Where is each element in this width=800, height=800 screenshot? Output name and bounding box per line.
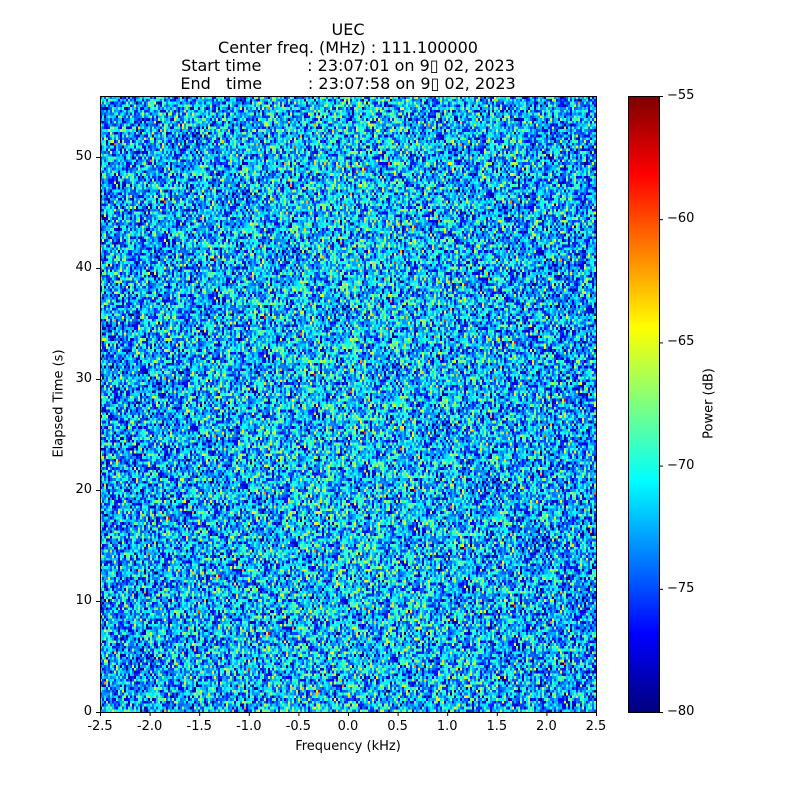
y-tick-label: 30: [75, 371, 92, 387]
x-tick-label: 0.0: [337, 719, 359, 734]
colorbar-border: [628, 96, 660, 713]
y-tick-label: 50: [75, 149, 92, 165]
x-tick-label: -1.0: [236, 719, 262, 734]
y-axis-label: Elapsed Time (s): [51, 349, 67, 458]
colorbar-gradient: [628, 96, 659, 712]
colorbar-tick-label: −70: [667, 457, 695, 473]
y-tick-label: 10: [75, 593, 92, 608]
title-line-2: Center freq. (MHz) : 111.100000: [218, 38, 478, 57]
colorbar-tick-label: −80: [667, 704, 695, 719]
colorbar-tick-label: −75: [667, 580, 695, 596]
y-tick-label: 20: [75, 482, 92, 498]
colorbar-tick-label: −65: [667, 334, 695, 350]
x-tick-label: 1.0: [436, 719, 458, 734]
x-tick-label: -0.5: [285, 719, 312, 734]
x-axis-label: Frequency (kHz): [295, 739, 401, 754]
colorbar-tick-label: −60: [667, 211, 695, 227]
y-tick-label: 0: [83, 704, 92, 719]
title-line-3: Start time : 23:07:01 on 9▯ 02, 2023: [181, 56, 515, 75]
spectrogram-heatmap: [100, 96, 596, 712]
x-tick-label: 0.5: [387, 719, 408, 734]
x-tick-label: 2.0: [536, 719, 557, 734]
y-tick-label: 40: [75, 260, 92, 276]
x-tick-label: -2.0: [136, 719, 163, 734]
colorbar-label: Power (dB): [701, 368, 717, 439]
x-tick-label: 1.5: [486, 719, 508, 734]
x-tick-label: -1.5: [186, 719, 212, 734]
title-line-4: End time : 23:07:58 on 9▯ 02, 2023: [180, 74, 516, 93]
x-tick-label: -2.5: [87, 719, 113, 734]
title-line-1: UEC: [331, 20, 365, 39]
colorbar-tick-label: −55: [667, 88, 695, 103]
x-tick-label: 2.5: [585, 719, 607, 734]
plot-border: [100, 96, 597, 713]
